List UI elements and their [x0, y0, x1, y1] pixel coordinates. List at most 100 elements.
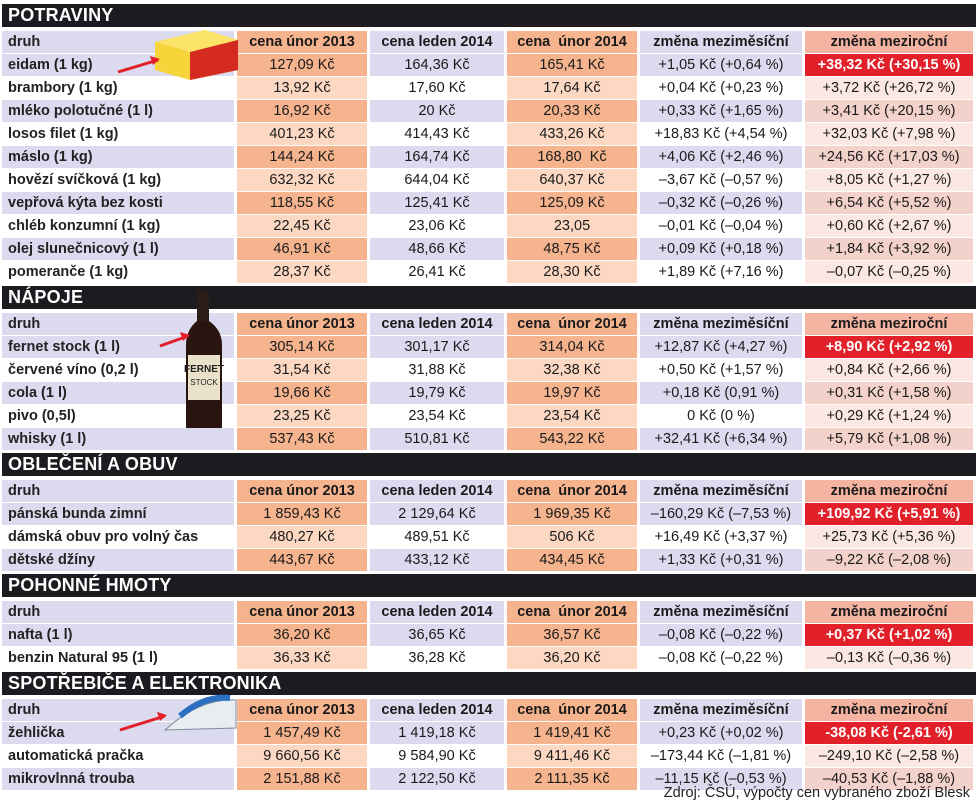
- cell-value: 31,88 Kč: [370, 359, 507, 382]
- item-name: whisky (1 l): [2, 428, 237, 451]
- column-header: druh: [2, 313, 237, 336]
- column-header: změna meziměsíční: [640, 601, 805, 624]
- item-name: červené víno (0,2 l): [2, 359, 237, 382]
- cell-value: +4,06 Kč (+2,46 %): [640, 146, 805, 169]
- cell-value: 164,74 Kč: [370, 146, 507, 169]
- item-name: dámská obuv pro volný čas: [2, 526, 237, 549]
- item-name: chléb konzumní (1 kg): [2, 215, 237, 238]
- item-name: cola (1 l): [2, 382, 237, 405]
- section-title: POTRAVINY: [2, 4, 976, 27]
- cell-value: 1 419,41 Kč: [507, 722, 640, 745]
- item-name: olej slunečnicový (1 l): [2, 238, 237, 261]
- cell-value: 28,37 Kč: [237, 261, 370, 284]
- cell-value: 48,66 Kč: [370, 238, 507, 261]
- cell-value: 36,20 Kč: [237, 624, 370, 647]
- cell-value: 23,25 Kč: [237, 405, 370, 428]
- column-header: druh: [2, 601, 237, 624]
- cell-value: 36,28 Kč: [370, 647, 507, 670]
- table-row: vepřová kýta bez kosti 118,55 Kč 125,41 Kč…: [2, 192, 976, 215]
- cell-value: 125,41 Kč: [370, 192, 507, 215]
- column-header: druh: [2, 480, 237, 503]
- cell-value: 443,67 Kč: [237, 549, 370, 572]
- cell-value: –0,08 Kč (–0,22 %): [640, 624, 805, 647]
- cell-value: 19,79 Kč: [370, 382, 507, 405]
- cell-value: 301,17 Kč: [370, 336, 507, 359]
- cell-value: +38,32 Kč (+30,15 %): [805, 54, 976, 77]
- section-title: NÁPOJE: [2, 286, 976, 309]
- cell-value: 1 419,18 Kč: [370, 722, 507, 745]
- table-row: červené víno (0,2 l) 31,54 Kč 31,88 Kč 32,3…: [2, 359, 976, 382]
- cell-value: 125,09 Kč: [507, 192, 640, 215]
- item-name: máslo (1 kg): [2, 146, 237, 169]
- cell-value: 305,14 Kč: [237, 336, 370, 359]
- table-row: hovězí svíčková (1 kg) 632,32 Kč 644,04 Kč…: [2, 169, 976, 192]
- cell-value: –173,44 Kč (–1,81 %): [640, 745, 805, 768]
- header-row: druh cena únor 2013 cena leden 2014 cena ún…: [2, 699, 976, 722]
- cell-value: –11,15 Kč (–0,53 %): [640, 768, 805, 791]
- table-row: dětské džíny 443,67 Kč 433,12 Kč 434,45 Kč +…: [2, 549, 976, 572]
- column-header: druh: [2, 31, 237, 54]
- cell-value: 9 584,90 Kč: [370, 745, 507, 768]
- column-header: cena únor 2013: [237, 480, 370, 503]
- cell-value: +5,79 Kč (+1,08 %): [805, 428, 976, 451]
- cell-value: +0,60 Kč (+2,67 %): [805, 215, 976, 238]
- section-title: POHONNÉ HMOTY: [2, 574, 976, 597]
- column-header: změna meziměsíční: [640, 480, 805, 503]
- cell-value: 118,55 Kč: [237, 192, 370, 215]
- table-row: cola (1 l) 19,66 Kč 19,79 Kč 19,97 Kč +0,18 …: [2, 382, 976, 405]
- cell-value: 489,51 Kč: [370, 526, 507, 549]
- column-header: cena leden 2014: [370, 699, 507, 722]
- cell-value: +32,03 Kč (+7,98 %): [805, 123, 976, 146]
- cell-value: +12,87 Kč (+4,27 %): [640, 336, 805, 359]
- cell-value: +0,04 Kč (+0,23 %): [640, 77, 805, 100]
- cell-value: –0,08 Kč (–0,22 %): [640, 647, 805, 670]
- column-header: změna meziměsíční: [640, 313, 805, 336]
- cell-value: 1 859,43 Kč: [237, 503, 370, 526]
- cell-value: 433,26 Kč: [507, 123, 640, 146]
- cell-value: 48,75 Kč: [507, 238, 640, 261]
- cell-value: –40,53 Kč (–1,88 %): [805, 768, 976, 791]
- item-name: nafta (1 l): [2, 624, 237, 647]
- column-header: změna meziroční: [805, 31, 976, 54]
- cell-value: 28,30 Kč: [507, 261, 640, 284]
- section-title: SPOTŘEBIČE A ELEKTRONIKA: [2, 672, 976, 695]
- item-name: žehlička: [2, 722, 237, 745]
- cell-value: 632,32 Kč: [237, 169, 370, 192]
- cell-value: –0,07 Kč (–0,25 %): [805, 261, 976, 284]
- header-row: druh cena únor 2013 cena leden 2014 cena ún…: [2, 31, 976, 54]
- cell-value: –249,10 Kč (–2,58 %): [805, 745, 976, 768]
- cell-value: 1 457,49 Kč: [237, 722, 370, 745]
- section-title: OBLEČENÍ A OBUV: [2, 453, 976, 476]
- table-row: whisky (1 l) 537,43 Kč 510,81 Kč 543,22 Kč +…: [2, 428, 976, 451]
- cell-value: 2 111,35 Kč: [507, 768, 640, 791]
- cell-value: 20 Kč: [370, 100, 507, 123]
- cell-value: +18,83 Kč (+4,54 %): [640, 123, 805, 146]
- cell-value: –9,22 Kč (–2,08 %): [805, 549, 976, 572]
- section: POTRAVINY druh cena únor 2013 cena leden 20…: [2, 4, 976, 284]
- table-row: benzin Natural 95 (1 l) 36,33 Kč 36,28 Kč 3…: [2, 647, 976, 670]
- cell-value: +0,09 Kč (+0,18 %): [640, 238, 805, 261]
- column-header: cena leden 2014: [370, 480, 507, 503]
- table-row: pomeranče (1 kg) 28,37 Kč 26,41 Kč 28,30 Kč…: [2, 261, 976, 284]
- cell-value: +0,29 Kč (+1,24 %): [805, 405, 976, 428]
- item-name: brambory (1 kg): [2, 77, 237, 100]
- column-header: změna meziměsíční: [640, 31, 805, 54]
- cell-value: +6,54 Kč (+5,52 %): [805, 192, 976, 215]
- column-header: cena leden 2014: [370, 601, 507, 624]
- header-row: druh cena únor 2013 cena leden 2014 cena ún…: [2, 480, 976, 503]
- cell-value: 433,12 Kč: [370, 549, 507, 572]
- item-name: losos filet (1 kg): [2, 123, 237, 146]
- cell-value: 314,04 Kč: [507, 336, 640, 359]
- section: SPOTŘEBIČE A ELEKTRONIKA druh cena únor 20…: [2, 672, 976, 791]
- column-header: druh: [2, 699, 237, 722]
- cell-value: +0,18 Kč (0,91 %): [640, 382, 805, 405]
- cell-value: 165,41 Kč: [507, 54, 640, 77]
- cell-value: 2 151,88 Kč: [237, 768, 370, 791]
- cell-value: 36,33 Kč: [237, 647, 370, 670]
- column-header: cena leden 2014: [370, 31, 507, 54]
- cell-value: 32,38 Kč: [507, 359, 640, 382]
- cell-value: 644,04 Kč: [370, 169, 507, 192]
- column-header: cena únor 2014: [507, 313, 640, 336]
- table-row: nafta (1 l) 36,20 Kč 36,65 Kč 36,57 Kč –0,08…: [2, 624, 976, 647]
